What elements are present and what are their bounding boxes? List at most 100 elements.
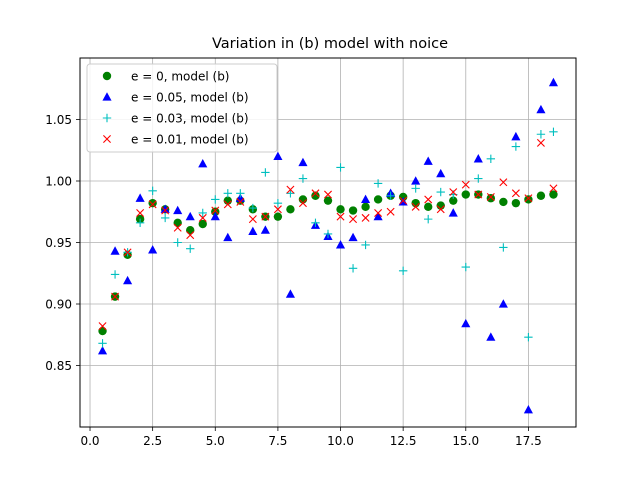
legend: e = 0, model (b) e = 0.05, model (b) e = 0…: [86, 63, 278, 153]
data-point: [536, 104, 546, 114]
data-point: [273, 198, 283, 208]
data-point: [186, 244, 195, 253]
data-point: [449, 196, 458, 205]
data-point: [499, 197, 508, 207]
data-point: [211, 206, 220, 215]
y-tick-label: 0.85: [45, 359, 72, 373]
x-tick-label: 2.5: [143, 434, 162, 448]
data-point: [173, 205, 183, 215]
data-point: [160, 204, 170, 213]
data-point: [548, 77, 559, 87]
data-point: [398, 266, 408, 275]
y-tick-label: 0.90: [45, 298, 72, 312]
x-tick-label: 7.5: [268, 434, 287, 448]
data-point: [524, 194, 533, 203]
data-point: [448, 208, 458, 217]
data-point: [511, 198, 521, 208]
data-point: [148, 186, 157, 196]
data-point: [511, 142, 521, 151]
data-point: [123, 248, 132, 257]
x-tick-label: 12.5: [390, 434, 417, 448]
data-point: [223, 200, 232, 209]
data-point: [511, 131, 521, 141]
data-point: [348, 264, 358, 273]
data-point: [173, 238, 182, 247]
data-point: [348, 232, 358, 242]
data-point: [536, 191, 546, 200]
data-point: [549, 127, 558, 136]
data-point: [311, 189, 320, 198]
data-point: [336, 212, 345, 221]
data-point: [361, 240, 370, 250]
data-point: [461, 190, 470, 199]
data-point: [374, 208, 383, 217]
y-tick-label: 1.00: [45, 175, 72, 189]
data-point: [336, 163, 345, 172]
data-point: [536, 130, 546, 139]
data-point: [436, 205, 445, 214]
data-point: [286, 185, 295, 194]
data-point: [198, 208, 207, 218]
data-point: [198, 158, 208, 168]
data-point: [424, 195, 433, 204]
data-point: [173, 223, 182, 232]
data-point: [248, 203, 258, 213]
data-point: [474, 174, 483, 183]
legend-entry: e = 0, model (b): [102, 70, 230, 84]
data-point: [486, 193, 495, 201]
data-point: [324, 190, 332, 199]
data-point: [373, 211, 383, 221]
data-point: [273, 151, 283, 160]
legend-marker-triangle: [102, 92, 112, 101]
data-point: [311, 191, 320, 200]
data-point: [411, 176, 421, 185]
data-point: [110, 270, 120, 279]
data-point: [499, 243, 508, 252]
data-point: [98, 322, 107, 331]
data-point: [273, 205, 282, 214]
data-point: [399, 196, 408, 205]
data-point: [386, 191, 395, 200]
data-point: [549, 184, 558, 193]
data-point: [161, 206, 170, 215]
data-point: [348, 206, 358, 215]
legend-entry: e = 0.05, model (b): [102, 91, 249, 105]
legend-marker-x: [103, 135, 111, 143]
data-point: [135, 218, 145, 228]
data-point: [323, 196, 333, 205]
legend-label: e = 0.01, model (b): [131, 133, 249, 147]
data-point: [248, 226, 258, 236]
data-point: [236, 197, 245, 206]
data-point: [211, 195, 220, 204]
data-point: [211, 207, 220, 216]
data-point: [386, 207, 395, 216]
data-point: [461, 262, 470, 272]
data-point: [486, 332, 496, 341]
y-tick-label: 1.05: [45, 113, 72, 127]
data-point: [111, 292, 120, 301]
data-point: [373, 179, 383, 188]
data-point: [286, 205, 295, 214]
data-point: [461, 180, 470, 189]
data-point: [261, 212, 270, 221]
data-point: [523, 404, 533, 414]
y-tick-label: 0.95: [45, 236, 72, 250]
data-point: [411, 184, 420, 193]
data-point: [98, 339, 107, 348]
data-point: [311, 218, 320, 228]
legend-marker-plus: [102, 113, 112, 123]
data-point: [110, 246, 120, 255]
x-tick-label: 5.0: [206, 434, 225, 448]
series-plus: [98, 127, 558, 348]
data-point: [148, 198, 157, 208]
data-point: [148, 200, 157, 209]
data-point: [285, 289, 295, 298]
legend-entry: e = 0.01, model (b): [103, 133, 249, 147]
data-point: [524, 195, 533, 204]
x-tick-label: 15.0: [452, 434, 479, 448]
data-point: [273, 212, 283, 221]
data-point: [223, 232, 233, 242]
data-point: [336, 205, 345, 214]
data-point: [549, 190, 558, 199]
